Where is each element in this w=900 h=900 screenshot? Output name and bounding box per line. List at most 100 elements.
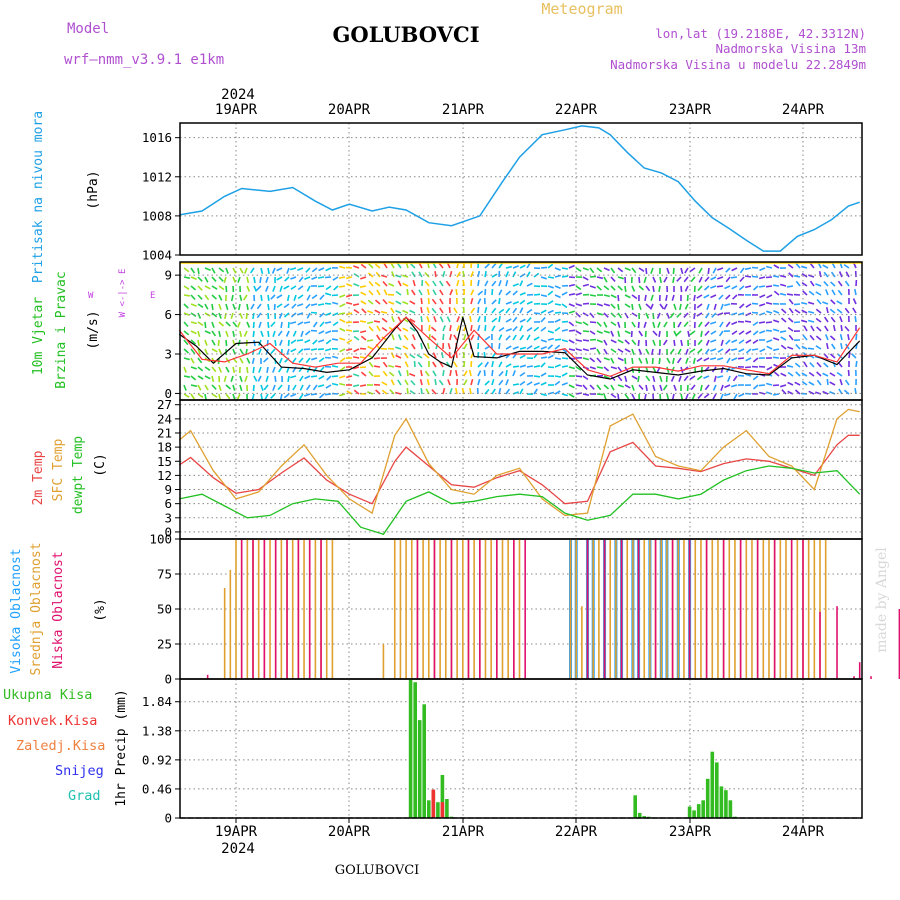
wind-arrow — [305, 303, 311, 309]
wind-arrow — [658, 330, 661, 338]
wind-arrow — [183, 357, 191, 361]
wind-arrow — [663, 276, 668, 283]
wind-arrow — [258, 366, 262, 373]
wind-arrow — [470, 297, 474, 305]
wind-arrow — [716, 375, 724, 379]
wind-arrow — [847, 369, 850, 377]
wind-arrow — [684, 285, 689, 292]
wind-arrow — [183, 312, 190, 317]
wind-arrow — [717, 312, 724, 316]
wind-arrow — [807, 310, 815, 314]
wind-arrow — [795, 262, 801, 269]
wind-arrow — [359, 347, 367, 350]
wind-arrow — [554, 294, 561, 299]
wind-arrow — [689, 375, 696, 380]
wind-arrow — [346, 348, 353, 352]
wind-arrow — [435, 343, 439, 350]
wind-arrow — [246, 321, 251, 328]
wind-arrow — [603, 366, 610, 372]
wind-arrow — [183, 393, 190, 398]
wind-arrow — [190, 330, 197, 335]
wind-arrow — [420, 297, 423, 305]
wind-arrow — [491, 307, 497, 314]
wind-arrow — [312, 339, 318, 345]
wind-arrow — [589, 366, 596, 370]
wind-arrow — [246, 285, 251, 292]
wind-arrow — [318, 357, 325, 363]
wind-arrow — [758, 285, 766, 288]
wind-arrow — [237, 276, 241, 283]
wind-arrow — [829, 353, 836, 359]
wind-arrow — [430, 335, 437, 341]
wind-arrow — [290, 276, 297, 280]
wind-arrow — [353, 335, 360, 341]
wind-arrow — [456, 271, 461, 278]
wind-arrow — [751, 266, 759, 269]
wind-arrow — [840, 324, 843, 332]
wind-arrow — [844, 307, 850, 314]
wind-arrow — [306, 285, 311, 292]
wind-arrow — [624, 393, 630, 400]
wind-arrow — [477, 306, 480, 314]
wind-arrow — [359, 366, 367, 369]
wind-arrow — [331, 365, 339, 368]
wind-arrow — [738, 348, 745, 353]
wind-arrow — [484, 280, 489, 287]
wind-arrow — [318, 375, 325, 380]
wind-arrow — [391, 334, 395, 341]
wind-arrow — [360, 291, 367, 296]
y-tick-label: 15 — [157, 454, 172, 469]
wind-arrow — [253, 276, 256, 284]
wind-arrow — [211, 393, 218, 398]
wind-arrow — [338, 265, 346, 269]
wind-arrow — [822, 301, 829, 305]
wind-arrow — [547, 263, 554, 269]
wind-arrow — [428, 324, 431, 332]
wind-arrow — [319, 366, 325, 373]
wind-arrow — [431, 307, 437, 314]
wind-arrow — [498, 289, 503, 296]
wind-arrow — [505, 265, 512, 269]
wind-arrow — [442, 270, 446, 278]
wind-arrow — [832, 360, 836, 368]
precip-bar — [687, 806, 692, 818]
wind-arrow — [848, 351, 851, 359]
wind-arrow — [339, 393, 346, 397]
wind-arrow — [491, 317, 498, 323]
wind-arrow — [582, 393, 590, 396]
wind-arrow — [703, 393, 710, 399]
wind-arrow — [432, 370, 437, 377]
y-tick-label: 1008 — [142, 208, 172, 223]
wind-arrow — [276, 276, 283, 281]
wind-arrow — [218, 294, 223, 301]
wind-arrow — [211, 285, 218, 290]
wind-arrow — [617, 366, 623, 373]
wind-arrow — [717, 276, 724, 280]
wind-arrow — [645, 303, 651, 309]
wind-arrow — [692, 357, 696, 365]
wind-arrow — [801, 281, 808, 287]
wind-arrow — [687, 330, 690, 338]
wind-arrow — [696, 312, 703, 317]
wind-arrow — [568, 366, 576, 370]
wind-arrow — [298, 366, 304, 373]
wind-arrow — [624, 339, 630, 345]
wind-arrow — [540, 381, 547, 386]
wind-arrow — [780, 274, 787, 278]
wind-arrow — [287, 384, 290, 392]
wind-arrow — [685, 393, 689, 400]
bottom-day-label: 22APR — [555, 824, 598, 840]
wind-arrow — [197, 276, 203, 282]
wind-arrow — [801, 309, 808, 314]
top-day-label: 24APR — [782, 102, 825, 118]
wind-arrow — [512, 290, 518, 296]
wind-arrow — [265, 375, 269, 382]
precip-bar — [692, 810, 696, 818]
wind-arrow — [575, 348, 583, 352]
wind-arrow — [540, 372, 547, 377]
wind-arrow — [596, 348, 601, 355]
wind-arrow — [183, 285, 190, 290]
wind-arrow — [554, 303, 562, 306]
wind-arrow — [332, 321, 339, 327]
wind-arrow — [324, 393, 332, 396]
